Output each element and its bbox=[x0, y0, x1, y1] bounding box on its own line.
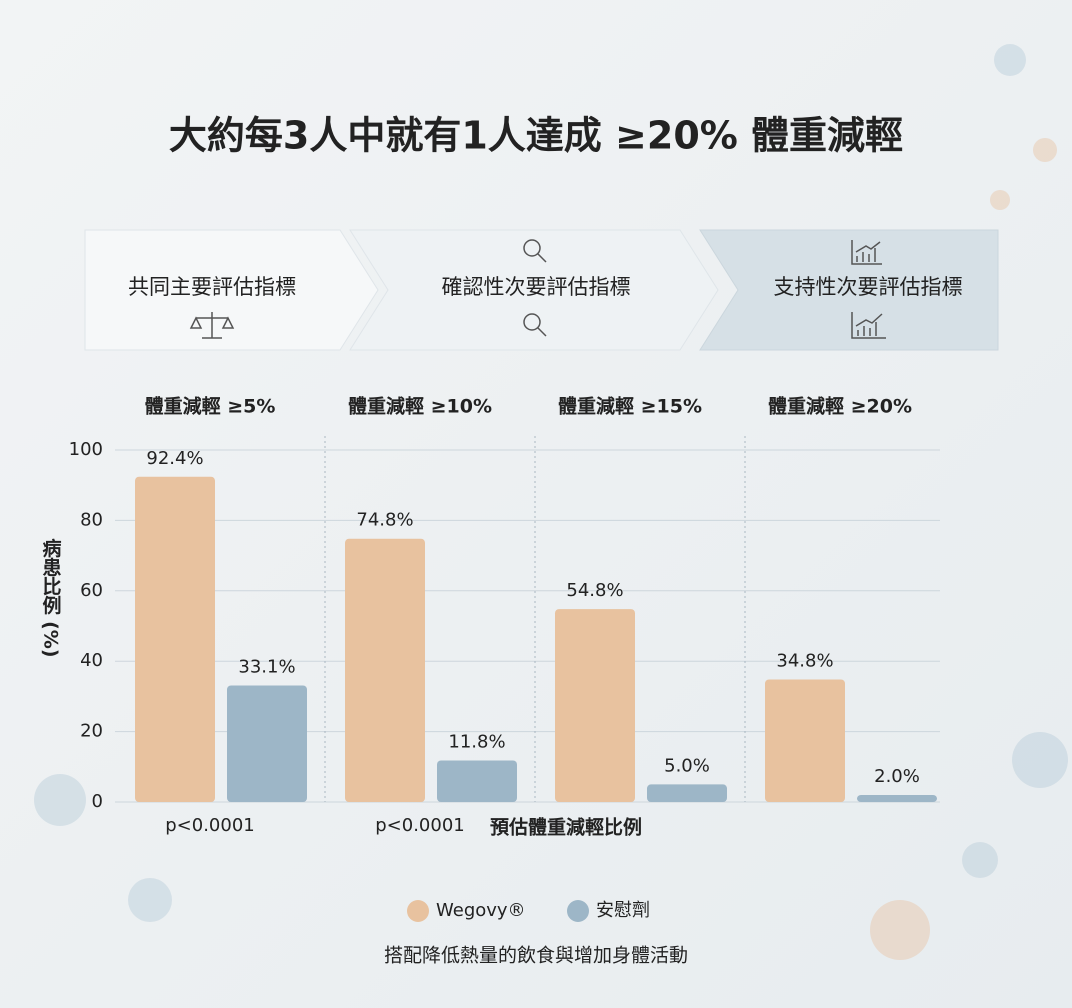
y-tick-label: 20 bbox=[80, 721, 103, 742]
step-label: 支持性次要評估指標 bbox=[774, 275, 963, 299]
y-tick-label: 0 bbox=[92, 791, 103, 812]
step-box bbox=[349, 229, 719, 351]
y-tick-label: 80 bbox=[80, 509, 103, 530]
bar bbox=[345, 538, 425, 802]
bar bbox=[555, 609, 635, 802]
category-label: 體重減輕 ≥10% bbox=[348, 395, 492, 418]
category-label: 體重減輕 ≥15% bbox=[558, 395, 702, 418]
value-label: 2.0% bbox=[874, 766, 920, 787]
step-label: 確認性次要評估指標 bbox=[442, 275, 631, 299]
bar bbox=[857, 794, 937, 802]
x-axis-label: 預估體重減輕比例 bbox=[490, 816, 642, 839]
legend-label: 安慰劑 bbox=[596, 900, 650, 921]
category-label: 體重減輕 ≥5% bbox=[145, 395, 276, 418]
value-label: 11.8% bbox=[448, 731, 505, 752]
icon bbox=[189, 239, 886, 339]
steps: 共同主要評估指標 確認性次要評估指標 支持性次要評估指標 bbox=[84, 229, 999, 351]
y-tick-label: 40 bbox=[80, 650, 103, 671]
bar bbox=[437, 760, 517, 802]
step-box bbox=[699, 229, 999, 351]
chart-title: 大約每3人中就有1人達成 ≥20% 體重減輕 bbox=[169, 114, 903, 158]
y-axis-label: 病患比例 (%) bbox=[40, 537, 62, 657]
value-label: 33.1% bbox=[238, 656, 295, 677]
p-value: p<0.0001 bbox=[165, 815, 255, 836]
value-label: 54.8% bbox=[566, 580, 623, 601]
value-label: 74.8% bbox=[356, 510, 413, 531]
bar bbox=[135, 476, 215, 802]
value-label: 34.8% bbox=[776, 651, 833, 672]
legend-swatch bbox=[407, 900, 429, 922]
step-label: 共同主要評估指標 bbox=[128, 275, 296, 299]
value-label: 5.0% bbox=[664, 755, 710, 776]
value-label: 92.4% bbox=[146, 448, 203, 469]
footnote: 搭配降低熱量的飲食與增加身體活動 bbox=[384, 945, 688, 967]
y-tick-label: 100 bbox=[69, 439, 103, 460]
category-label: 體重減輕 ≥20% bbox=[768, 395, 912, 418]
bar bbox=[765, 679, 845, 802]
step-box bbox=[84, 229, 379, 351]
decoration bbox=[34, 44, 1068, 960]
bar bbox=[227, 685, 307, 802]
bar bbox=[647, 784, 727, 802]
p-value: p<0.0001 bbox=[375, 815, 465, 836]
legend-swatch bbox=[567, 900, 589, 922]
legend-label: Wegovy® bbox=[436, 900, 526, 921]
y-tick-label: 60 bbox=[80, 580, 103, 601]
